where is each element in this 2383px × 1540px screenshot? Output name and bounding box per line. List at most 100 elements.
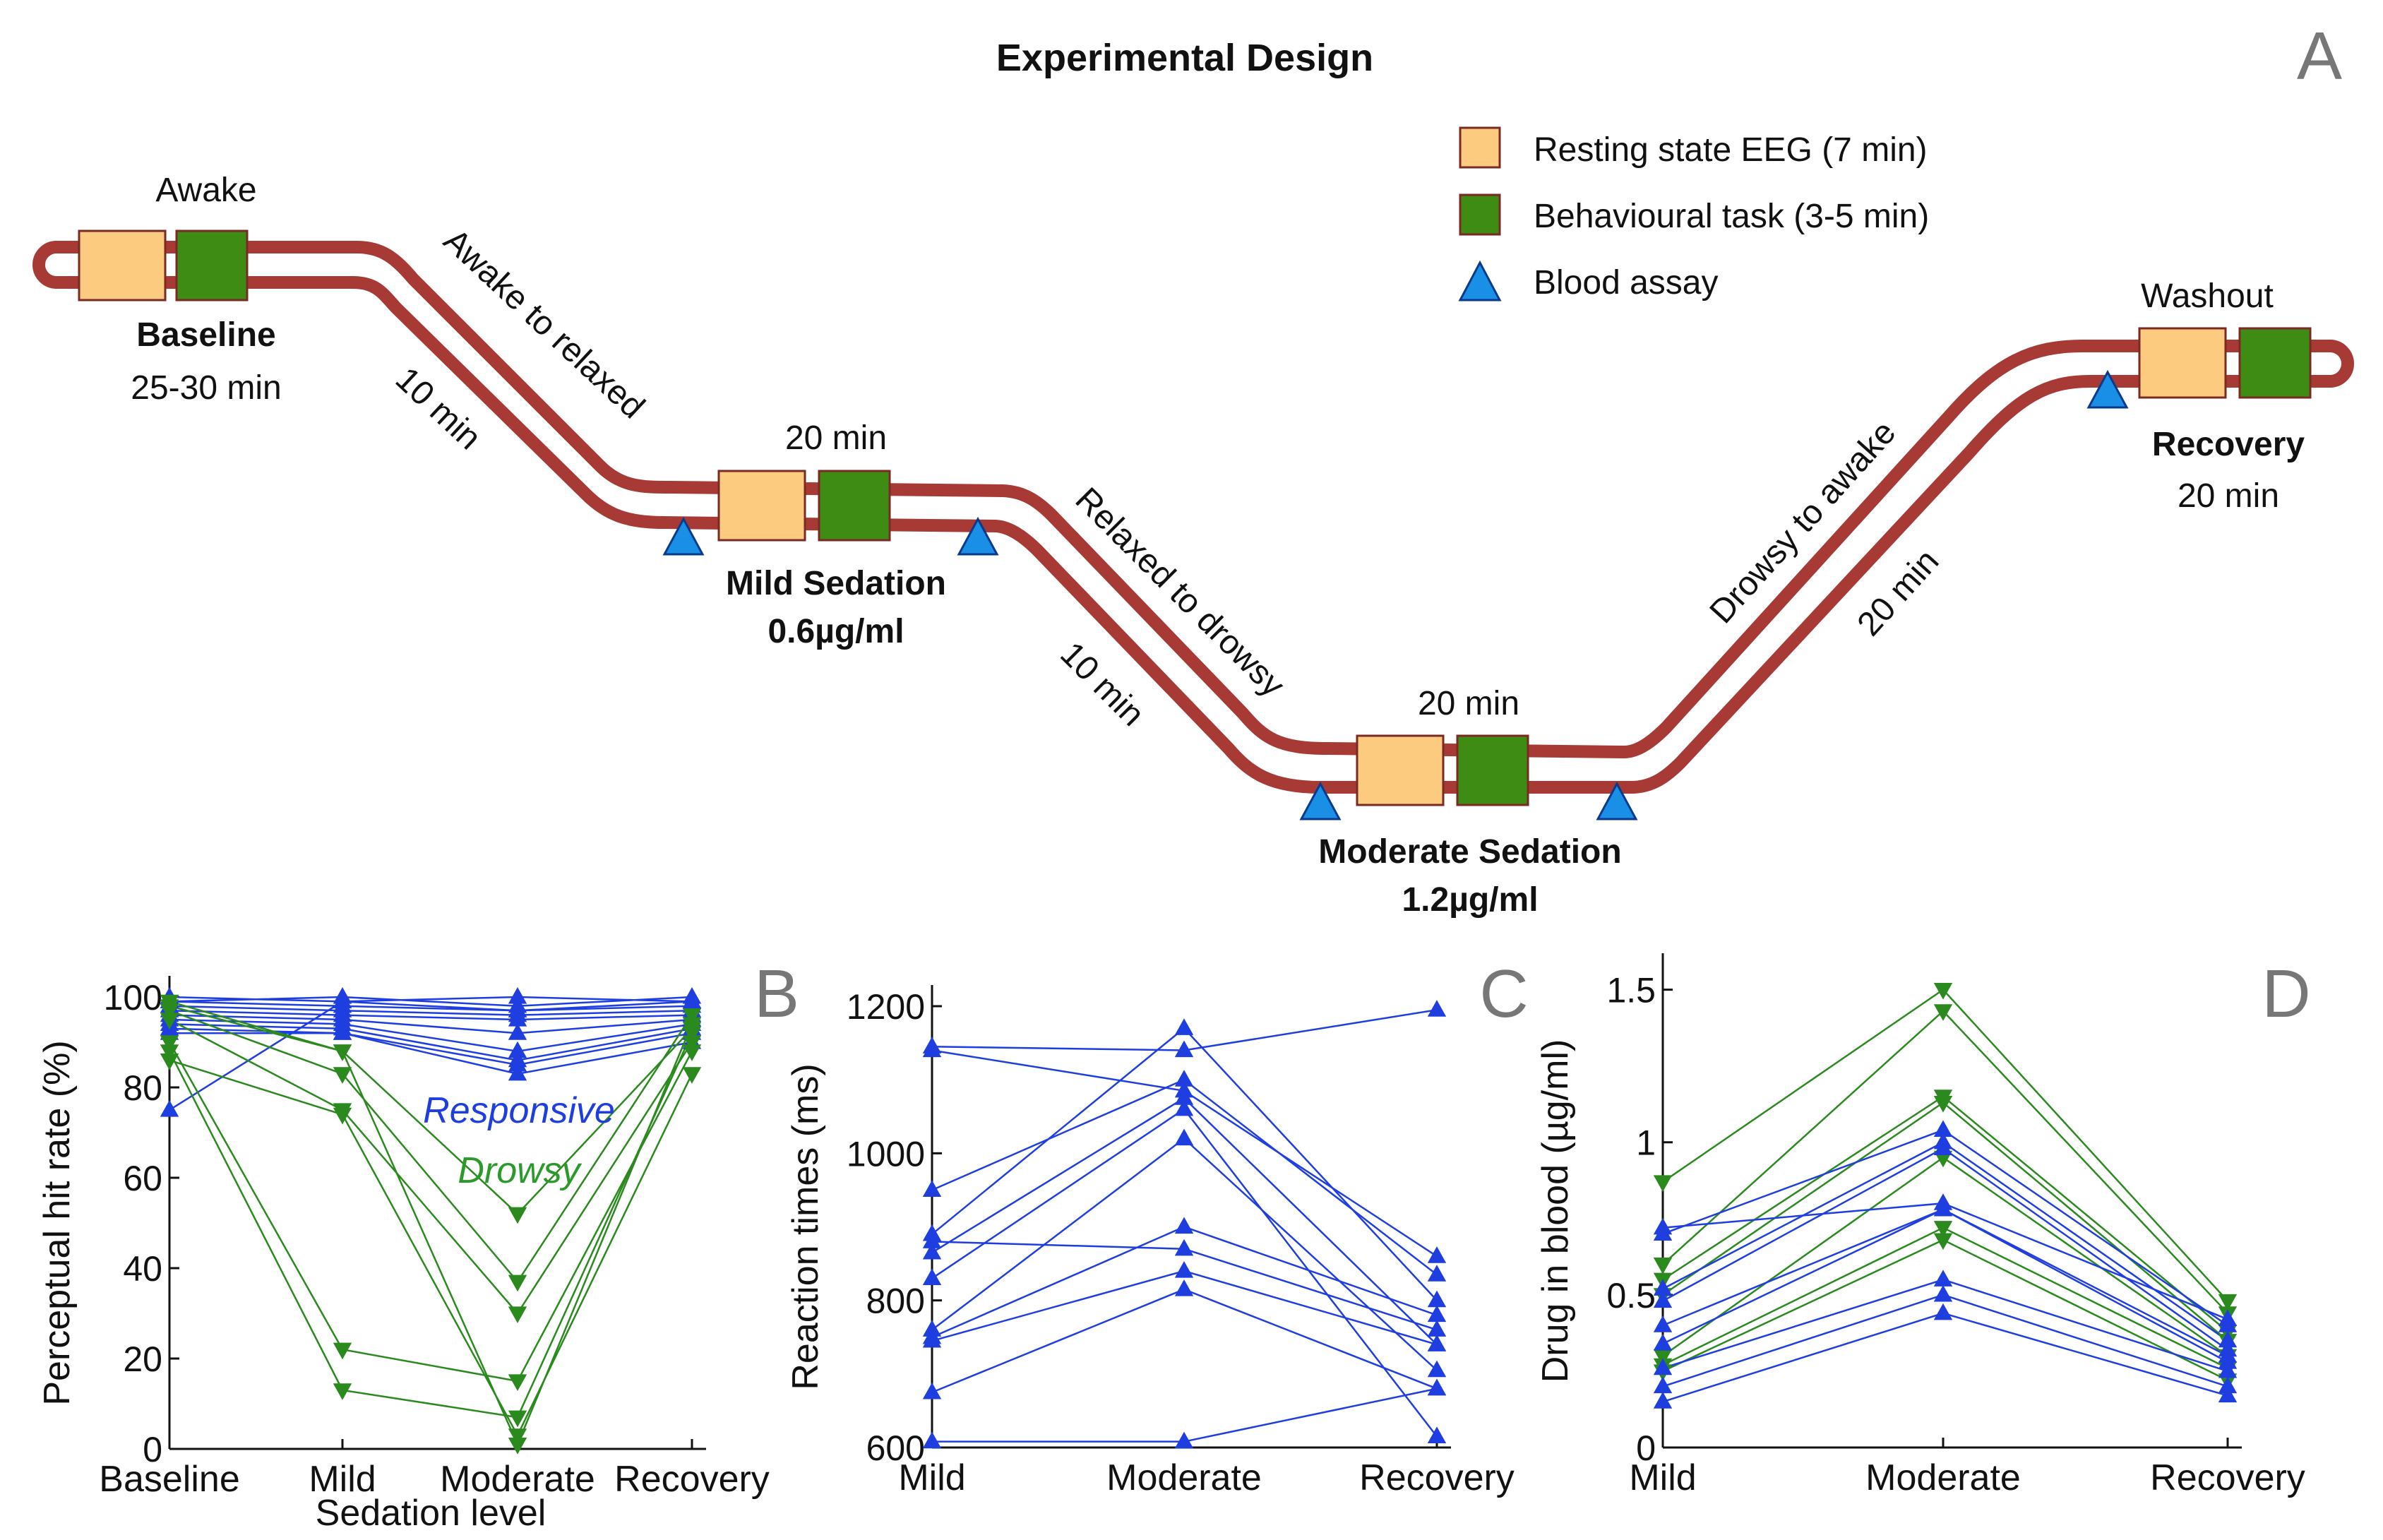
data-point-marker — [1427, 1335, 1447, 1351]
data-point-marker — [1653, 1258, 1673, 1275]
legend-eeg-swatch — [1459, 126, 1501, 169]
data-point-marker — [508, 1428, 527, 1445]
data-point-marker — [1427, 1378, 1447, 1396]
x-tick-label: Recovery — [1359, 1457, 1515, 1498]
series-line — [169, 1032, 693, 1075]
baseline-task-block — [175, 229, 249, 302]
data-point-marker — [1427, 1000, 1447, 1017]
blood-assay-marker — [1299, 781, 1342, 820]
data-point-marker — [682, 1067, 702, 1084]
data-point-marker — [1174, 1099, 1194, 1116]
data-point-marker — [333, 991, 352, 1008]
data-point-marker — [1653, 1358, 1673, 1375]
x-tick-label: Moderate — [1106, 1457, 1262, 1498]
series-line — [169, 1001, 693, 1111]
data-point-marker — [1174, 1217, 1194, 1234]
data-point-marker — [682, 1017, 702, 1034]
x-tick-label: Moderate — [440, 1459, 595, 1500]
y-tick-label: 1200 — [847, 987, 925, 1027]
data-point-marker — [508, 1023, 527, 1040]
panel-a-title: Experimental Design — [996, 37, 1373, 79]
y-tick-label: 1 — [1636, 1123, 1656, 1163]
stage-baseline-below: 25-30 min — [131, 369, 281, 407]
data-point-marker — [160, 1053, 179, 1070]
x-tick-label: Recovery — [614, 1459, 770, 1500]
data-point-marker — [922, 1242, 942, 1260]
y-tick-label: 0 — [1636, 1428, 1656, 1468]
legend-blood-label: Blood assay — [1534, 264, 1719, 302]
data-point-marker — [508, 1207, 527, 1224]
panel-d-drug-in-blood-chart: 0 0.5 1 1.5 Mild Moderate Recovery Drug in bloo… — [1535, 953, 2311, 1498]
blood-assays — [662, 369, 2129, 820]
x-tick-label: Baseline — [99, 1459, 239, 1500]
data-point-marker — [1933, 1284, 1953, 1302]
data-point-marker — [160, 1044, 179, 1061]
panel-letter: D — [2262, 956, 2310, 1032]
x-tick-label: Recovery — [2150, 1457, 2305, 1498]
legend-eeg-label: Resting state EEG (7 min) — [1534, 131, 1928, 169]
y-axis-label: Drug in blood (µg/ml) — [1535, 1039, 1576, 1383]
stage-mild-below: 0.6µg/ml — [768, 613, 904, 650]
recovery-eeg-block — [2138, 327, 2227, 399]
data-point-marker — [922, 1040, 942, 1058]
blood-assay-marker — [957, 516, 999, 556]
moderate-task-block — [1456, 734, 1529, 806]
mild-task-block — [818, 470, 891, 542]
stage-recovery-name: Recovery — [2152, 426, 2305, 463]
data-point-marker — [1933, 1095, 1953, 1113]
series-line — [168, 1032, 693, 1419]
data-point-marker — [333, 1342, 352, 1360]
series-line — [169, 1059, 693, 1438]
data-point-marker — [508, 1306, 527, 1324]
y-tick-label: 60 — [123, 1159, 162, 1198]
data-point-marker — [1933, 1221, 1953, 1238]
data-point-marker — [2218, 1385, 2238, 1403]
chart-annotation: Drowsy — [458, 1150, 582, 1191]
data-point-marker — [922, 1431, 942, 1449]
data-point-marker — [922, 1180, 942, 1198]
x-tick-label: Mild — [1629, 1457, 1696, 1498]
data-point-marker — [1653, 1392, 1673, 1409]
legend-task-swatch — [1459, 193, 1501, 236]
data-point-marker — [1653, 1315, 1673, 1332]
data-point-marker — [682, 1008, 702, 1025]
series-line — [169, 1001, 693, 1215]
panel-a-letter: A — [2297, 18, 2342, 94]
data-point-marker — [333, 1107, 352, 1125]
data-point-marker — [1427, 1426, 1447, 1443]
data-point-marker — [1174, 1431, 1194, 1449]
data-point-marker — [1174, 1040, 1194, 1058]
stage-recovery-below: 20 min — [2178, 477, 2279, 515]
y-tick-label: 0.5 — [1606, 1276, 1656, 1315]
x-tick-label: Mild — [309, 1459, 376, 1500]
data-point-marker — [1427, 1246, 1447, 1263]
data-point-marker — [1653, 1291, 1673, 1308]
y-tick-label: 0 — [143, 1430, 162, 1469]
data-point-marker — [333, 1383, 352, 1400]
series-line — [169, 996, 693, 1008]
data-point-marker — [1933, 983, 1953, 1000]
data-point-marker — [682, 991, 702, 1008]
timeline-track — [32, 241, 2354, 794]
y-axis-label: Reaction times (ms) — [785, 1063, 826, 1390]
data-point-marker — [1933, 1233, 1953, 1250]
blood-assay-marker — [662, 516, 705, 556]
data-point-marker — [333, 1067, 352, 1084]
data-point-marker — [508, 1410, 527, 1428]
chart-annotation: Responsive — [423, 1090, 615, 1131]
track-top-rail — [50, 241, 2336, 758]
series-line — [169, 1001, 693, 1012]
stage-recovery-above: Washout — [2141, 277, 2274, 315]
y-tick-label: 1.5 — [1606, 971, 1656, 1010]
data-point-marker — [922, 1268, 942, 1286]
data-point-marker — [1174, 1128, 1194, 1146]
blood-assay-marker — [1596, 781, 1638, 820]
y-tick-label: 800 — [866, 1282, 925, 1321]
series-line — [169, 1005, 693, 1016]
track-bottom-rail — [50, 276, 2336, 794]
data-point-marker — [508, 1063, 527, 1081]
data-point-marker — [1174, 1018, 1194, 1035]
data-point-marker — [922, 1382, 942, 1399]
y-axis-label: Perceptual hit rate (%) — [37, 1040, 78, 1405]
